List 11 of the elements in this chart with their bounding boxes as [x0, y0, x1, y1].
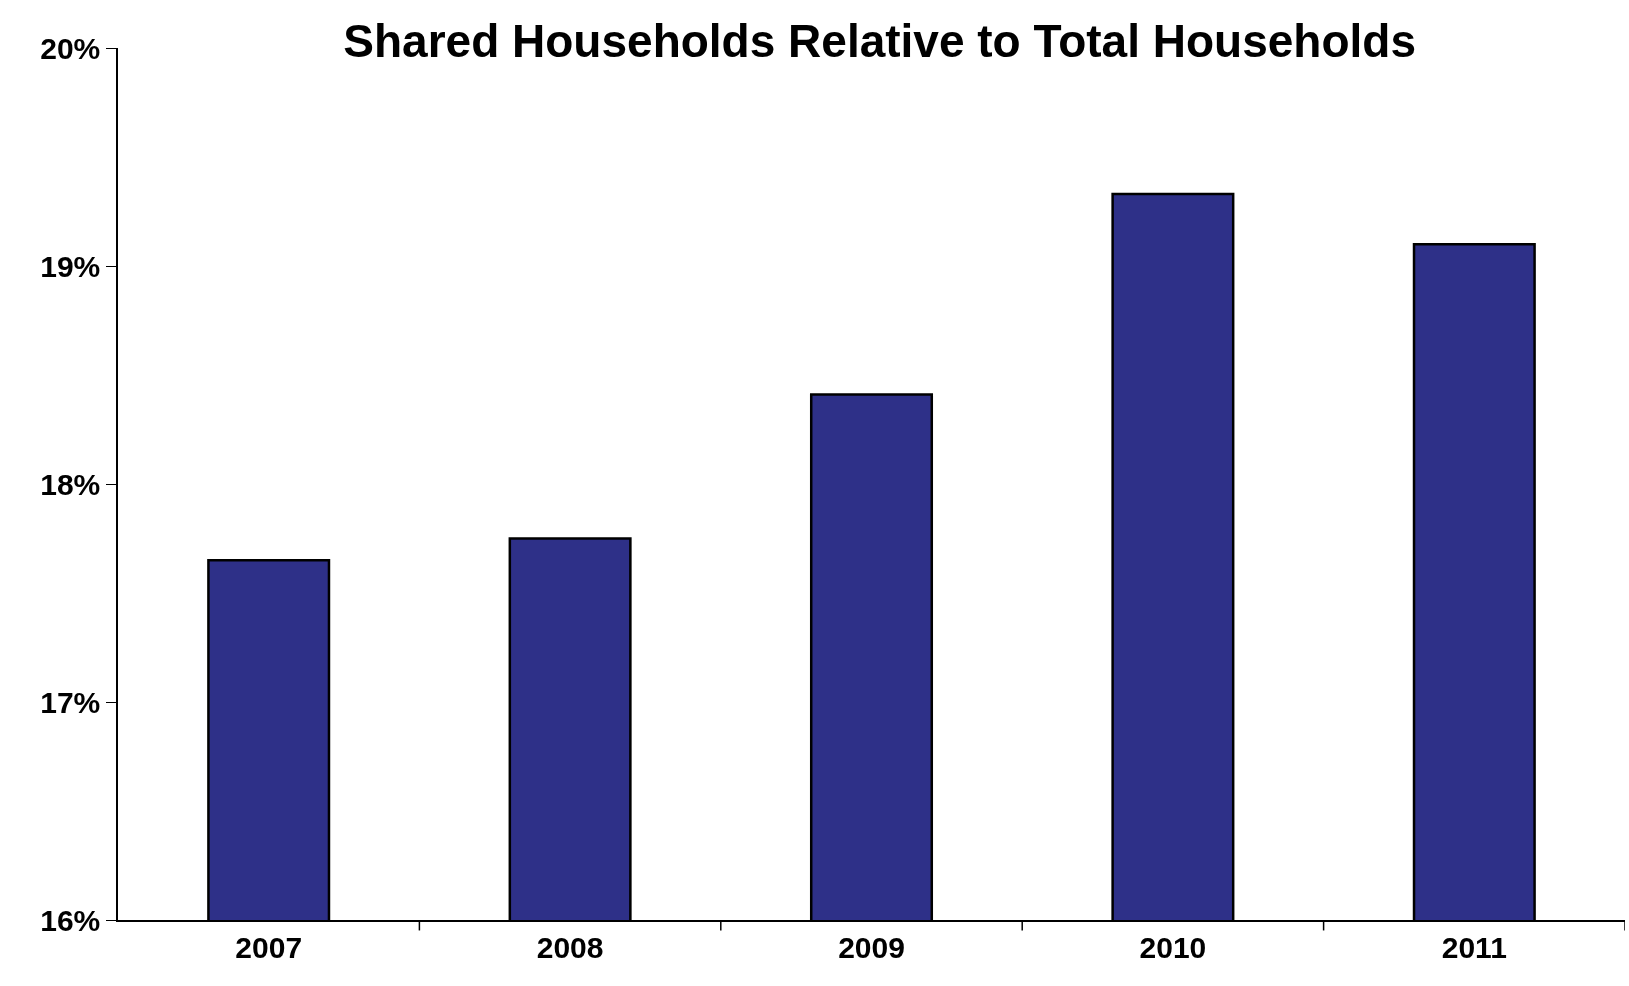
chart-title: Shared Households Relative to Total Households — [343, 14, 1416, 67]
x-tick-label: 2011 — [1441, 930, 1507, 964]
x-tick-label: 2008 — [536, 930, 604, 964]
y-tick-label: 18% — [40, 467, 101, 501]
x-tick-label: 2009 — [838, 930, 905, 964]
x-tick-label: 2010 — [1139, 930, 1207, 964]
y-tick-label: 19% — [40, 249, 101, 283]
y-tick-label: 17% — [40, 685, 101, 719]
y-tick-label: 16% — [40, 903, 101, 937]
y-tick-label: 20% — [40, 31, 101, 65]
x-tick-label: 2007 — [235, 930, 303, 964]
